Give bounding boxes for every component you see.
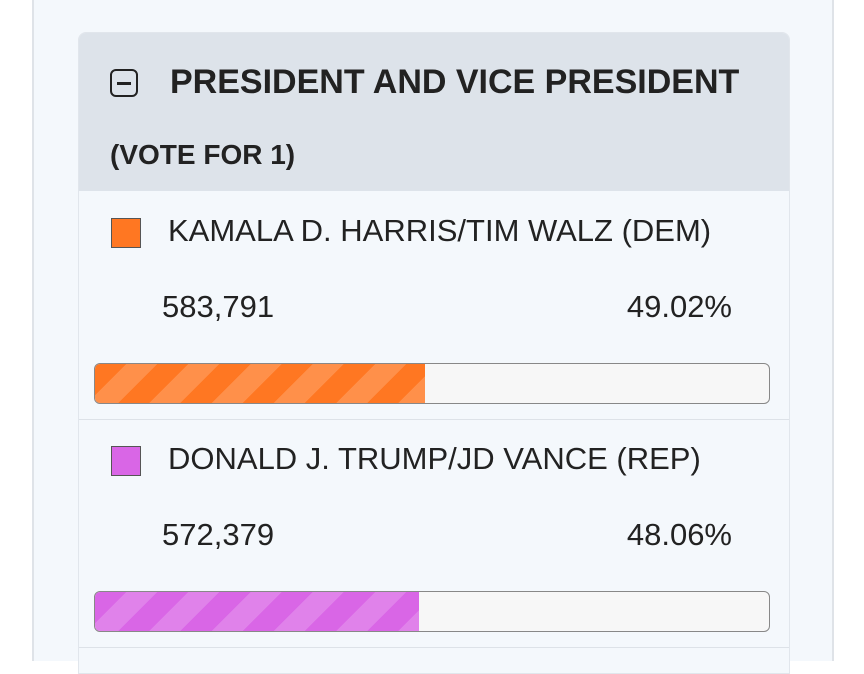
candidate-row: DONALD J. TRUMP/JD VANCE (REP) 572,379 48.… xyxy=(79,419,789,648)
progress-fill xyxy=(95,592,419,631)
progress-fill xyxy=(95,364,426,403)
progress-bar xyxy=(94,363,770,404)
fill-stripes xyxy=(95,364,426,403)
contest-header: PRESIDENT AND VICE PRESIDENT (VOTE FOR 1… xyxy=(79,33,789,191)
vote-for: (VOTE FOR 1) xyxy=(110,139,296,170)
contest-card: PRESIDENT AND VICE PRESIDENT (VOTE FOR 1… xyxy=(78,32,790,674)
vote-percent: 49.02% xyxy=(626,289,732,324)
candidate-name: DONALD J. TRUMP/JD VANCE (REP) xyxy=(168,441,701,476)
collapse-icon[interactable] xyxy=(110,69,138,97)
candidate-row: KAMALA D. HARRIS/TIM WALZ (DEM) 583,791 49… xyxy=(79,191,789,420)
fill-stripes xyxy=(95,592,419,631)
candidate-name: KAMALA D. HARRIS/TIM WALZ (DEM) xyxy=(168,213,712,248)
vote-count: 583,791 xyxy=(162,289,275,324)
color-swatch xyxy=(111,446,141,476)
vote-percent: 48.06% xyxy=(626,517,732,552)
vote-count: 572,379 xyxy=(162,517,275,552)
color-swatch xyxy=(111,218,141,248)
contest-title: PRESIDENT AND VICE PRESIDENT xyxy=(170,63,740,101)
progress-bar xyxy=(94,591,770,632)
